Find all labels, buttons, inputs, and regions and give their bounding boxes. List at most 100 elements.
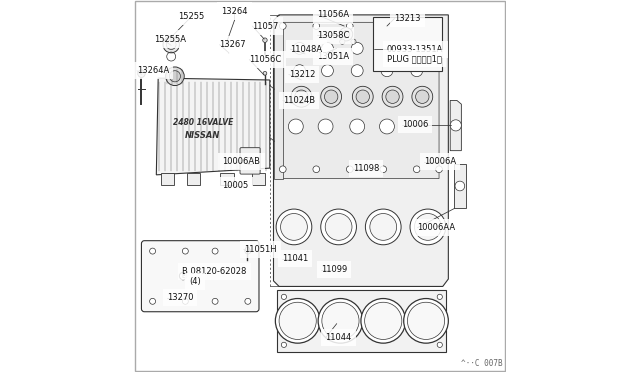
Bar (252, 173, 266, 185)
Circle shape (412, 86, 433, 107)
Circle shape (413, 166, 420, 173)
Circle shape (413, 23, 420, 29)
Text: 15255: 15255 (179, 12, 205, 21)
Circle shape (150, 298, 156, 304)
Circle shape (321, 42, 333, 54)
Circle shape (245, 248, 251, 254)
Circle shape (437, 294, 442, 299)
Bar (373, 17, 442, 71)
Bar (277, 290, 447, 352)
Circle shape (381, 65, 393, 77)
Circle shape (346, 166, 353, 173)
Circle shape (291, 86, 312, 107)
Circle shape (262, 38, 267, 42)
Circle shape (342, 31, 349, 38)
Text: 10005: 10005 (223, 182, 249, 190)
Circle shape (381, 42, 393, 54)
Circle shape (138, 70, 145, 77)
Circle shape (380, 23, 387, 29)
Text: 11057: 11057 (252, 22, 278, 31)
Text: 15255A: 15255A (154, 35, 186, 44)
Circle shape (179, 272, 187, 280)
Text: 13051A: 13051A (317, 52, 349, 61)
Text: 10006A: 10006A (424, 157, 456, 166)
Circle shape (318, 298, 363, 343)
Circle shape (163, 36, 179, 53)
Circle shape (349, 119, 365, 134)
Circle shape (294, 65, 305, 77)
Polygon shape (156, 78, 270, 175)
Circle shape (212, 298, 218, 304)
Text: PLUG プラグ（1）: PLUG プラグ（1） (387, 54, 442, 63)
Circle shape (321, 209, 356, 245)
Circle shape (294, 90, 308, 103)
Bar (220, 173, 234, 185)
Text: 11041: 11041 (282, 254, 308, 263)
Circle shape (356, 90, 369, 103)
Polygon shape (278, 22, 439, 179)
Circle shape (166, 40, 176, 49)
Circle shape (353, 86, 373, 107)
Bar (187, 173, 200, 185)
Circle shape (245, 298, 251, 304)
Circle shape (280, 214, 307, 240)
Text: 11056A: 11056A (317, 10, 349, 19)
Circle shape (450, 120, 461, 131)
Circle shape (370, 214, 397, 240)
Circle shape (380, 166, 387, 173)
Circle shape (263, 71, 267, 75)
Circle shape (411, 42, 422, 54)
Circle shape (289, 119, 303, 134)
Text: 10006AA: 10006AA (417, 223, 456, 232)
Circle shape (410, 209, 445, 245)
Text: 2480 16VALVE: 2480 16VALVE (173, 118, 233, 126)
Circle shape (276, 209, 312, 245)
Text: B: B (181, 273, 185, 279)
Text: (4): (4) (189, 277, 201, 286)
Text: 11099: 11099 (321, 265, 347, 274)
Circle shape (411, 65, 422, 77)
Circle shape (275, 298, 320, 343)
Circle shape (321, 65, 333, 77)
Circle shape (415, 90, 429, 103)
Circle shape (321, 86, 342, 107)
Text: 10006: 10006 (402, 120, 428, 129)
Text: 13058C: 13058C (317, 31, 349, 40)
Circle shape (351, 39, 356, 44)
Circle shape (279, 302, 316, 339)
Circle shape (382, 86, 403, 107)
Text: 11048A: 11048A (291, 45, 323, 54)
Circle shape (280, 166, 286, 173)
Text: 13264A: 13264A (137, 66, 169, 75)
Bar (161, 173, 174, 185)
Circle shape (182, 248, 188, 254)
Text: 11098: 11098 (353, 164, 379, 173)
Text: 11044: 11044 (326, 333, 352, 342)
Text: B 08120-62028: B 08120-62028 (182, 267, 247, 276)
Circle shape (182, 298, 188, 304)
Circle shape (386, 90, 399, 103)
Circle shape (170, 71, 180, 82)
Circle shape (280, 23, 286, 29)
Circle shape (415, 214, 441, 240)
Circle shape (436, 23, 442, 29)
Circle shape (404, 298, 449, 343)
Text: 13213: 13213 (394, 14, 421, 23)
Text: ^··C 007B: ^··C 007B (461, 359, 503, 368)
Circle shape (246, 157, 254, 165)
Circle shape (455, 181, 465, 191)
Circle shape (365, 209, 401, 245)
FancyBboxPatch shape (240, 148, 260, 174)
Circle shape (380, 119, 394, 134)
Text: 11024B: 11024B (283, 96, 315, 105)
Circle shape (339, 28, 353, 41)
Circle shape (351, 42, 363, 54)
Circle shape (294, 42, 305, 54)
Polygon shape (450, 100, 461, 151)
Circle shape (282, 342, 287, 347)
Circle shape (324, 90, 338, 103)
Polygon shape (454, 164, 466, 208)
Text: 13267: 13267 (220, 40, 246, 49)
Polygon shape (273, 15, 449, 286)
Polygon shape (273, 22, 283, 179)
